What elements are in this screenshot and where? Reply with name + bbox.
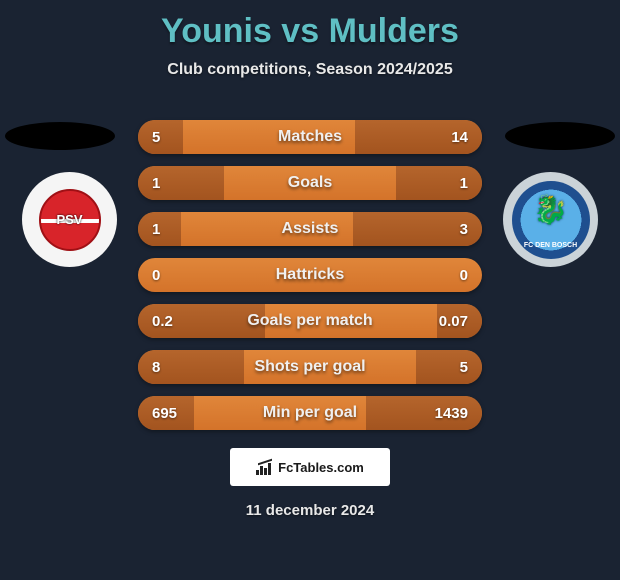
stat-value-right: 0 [446,267,482,284]
page-subtitle: Club competitions, Season 2024/2025 [0,61,620,79]
stat-value-left: 0 [138,267,174,284]
club-logo-left: PSV [22,172,117,267]
stat-row: 514Matches [138,120,482,154]
stat-row: 6951439Min per goal [138,396,482,430]
stat-row: 11Goals [138,166,482,200]
stat-label: Hattricks [138,266,482,284]
stats-container: 514Matches11Goals13Assists00Hattricks0.2… [138,120,482,442]
stat-value-left: 0.2 [138,313,187,330]
stat-value-right: 1 [446,175,482,192]
brand-text: FcTables.com [278,460,364,475]
shadow-left [5,122,115,150]
stat-row: 0.20.07Goals per match [138,304,482,338]
stat-value-right: 14 [437,129,482,146]
stat-value-left: 5 [138,129,174,146]
brand-box: FcTables.com [230,448,390,486]
shadow-right [505,122,615,150]
dragon-icon: 🐉 [533,193,568,226]
denbosch-badge-text: FC DEN BOSCH [524,242,577,249]
stat-value-left: 695 [138,405,191,422]
stat-value-left: 1 [138,221,174,238]
stat-value-left: 1 [138,175,174,192]
date-text: 11 december 2024 [0,502,620,519]
stat-value-right: 0.07 [425,313,482,330]
psv-badge: PSV [39,189,101,251]
page-title: Younis vs Mulders [0,0,620,51]
club-logo-right: 🐉 FC DEN BOSCH [503,172,598,267]
stat-value-left: 8 [138,359,174,376]
stat-value-right: 1439 [421,405,482,422]
stat-row: 85Shots per goal [138,350,482,384]
stat-value-right: 5 [446,359,482,376]
stat-row: 13Assists [138,212,482,246]
denbosch-badge: 🐉 FC DEN BOSCH [512,181,590,259]
chart-icon [256,459,274,475]
stat-value-right: 3 [446,221,482,238]
stat-row: 0 0Hattricks [138,258,482,292]
